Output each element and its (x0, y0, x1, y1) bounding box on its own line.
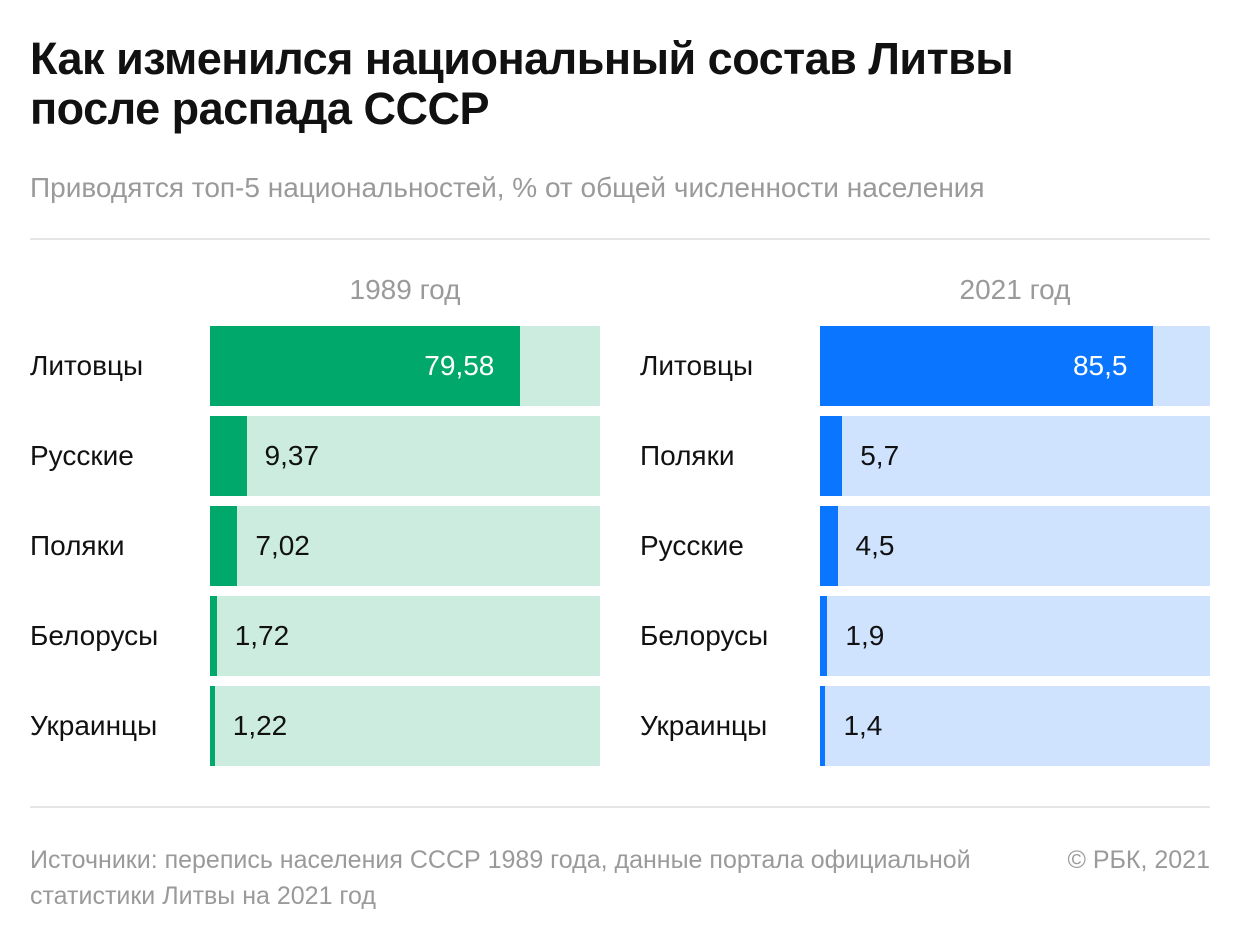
category-label-1989: Украинцы (30, 710, 158, 741)
bar-2021 (820, 686, 826, 766)
panel-title-1989: 1989 год (349, 274, 461, 305)
bar-track-1989: 1,72 (210, 596, 600, 676)
bottom-divider (30, 806, 1210, 808)
chart-title: Как изменился национальный состав Литвы … (30, 33, 1014, 134)
bar-track-2021: 1,9 (820, 596, 1210, 676)
copyright: © РБК, 2021 (1067, 846, 1210, 874)
bar-2021 (820, 596, 828, 676)
category-label-2021: Поляки (640, 440, 735, 471)
bar-2021 (820, 506, 838, 586)
source-note: Источники: перепись населения СССР 1989 … (30, 846, 971, 910)
top-divider (30, 238, 1210, 240)
value-label-1989: 1,72 (234, 620, 290, 651)
category-label-2021: Белорусы (640, 620, 769, 651)
category-label-2021: Русские (640, 530, 744, 561)
bar-1989 (210, 686, 215, 766)
bar-track-1989: 1,22 (210, 686, 600, 766)
bar-2021 (820, 416, 843, 496)
bar-1989 (210, 416, 247, 496)
bar-track-2021: 1,4 (820, 686, 1210, 766)
value-label-2021: 85,5 (1072, 350, 1128, 381)
bar-track-2021: 5,7 (820, 416, 1210, 496)
chart-subtitle: Приводятся топ-5 национальностей, % от о… (30, 172, 985, 203)
value-label-1989: 9,37 (264, 440, 320, 471)
category-label-1989: Поляки (30, 530, 125, 561)
bar-track-2021: 4,5 (820, 506, 1210, 586)
value-label-1989: 7,02 (255, 530, 310, 561)
bar-track-1989: 9,37 (210, 416, 600, 496)
bar-track-2021: 85,5 (820, 326, 1210, 406)
category-label-2021: Украинцы (640, 710, 768, 741)
panel-title-2021: 2021 год (959, 274, 1071, 305)
bar-1989 (210, 506, 238, 586)
bar-2021 (820, 326, 1154, 406)
bar-1989 (210, 326, 521, 406)
value-label-1989: 1,22 (232, 710, 288, 741)
category-label-1989: Русские (30, 440, 134, 471)
bar-track-1989: 79,58 (210, 326, 600, 406)
bar-1989 (210, 596, 217, 676)
value-label-2021: 1,9 (845, 620, 885, 651)
value-label-1989: 79,58 (424, 350, 495, 381)
value-label-2021: 5,7 (860, 440, 900, 471)
category-label-1989: Литовцы (30, 350, 144, 381)
bar-track-1989: 7,02 (210, 506, 600, 586)
value-label-2021: 4,5 (855, 530, 895, 561)
value-label-2021: 1,4 (843, 710, 883, 741)
category-label-2021: Литовцы (640, 350, 754, 381)
category-label-1989: Белорусы (30, 620, 159, 651)
